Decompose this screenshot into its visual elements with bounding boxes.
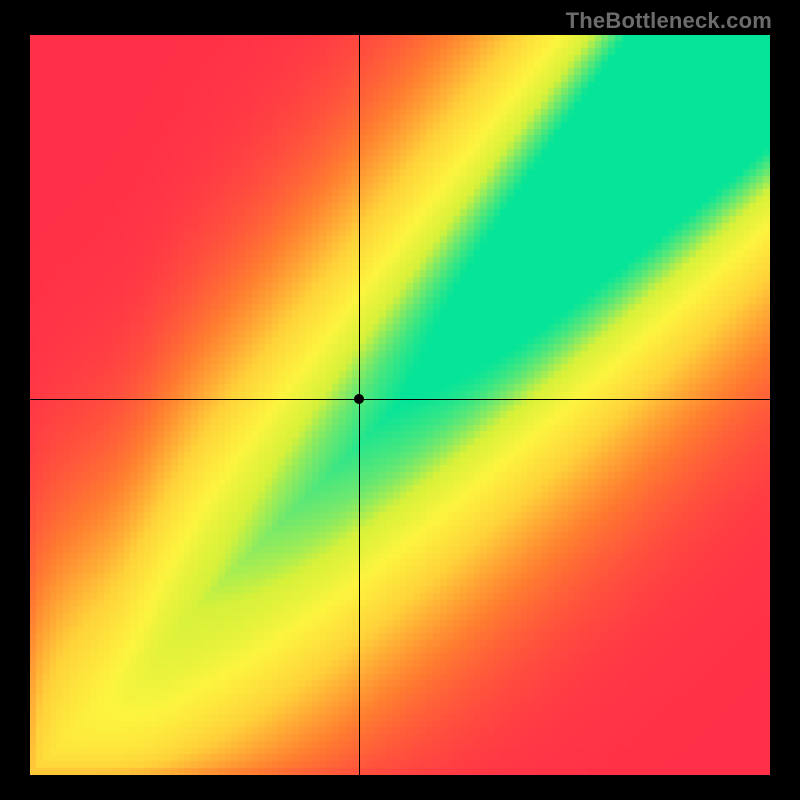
heatmap-canvas	[30, 35, 770, 775]
chart-container: TheBottleneck.com	[0, 0, 800, 800]
crosshair-vertical	[359, 35, 360, 775]
heatmap-plot	[30, 35, 770, 775]
watermark-text: TheBottleneck.com	[566, 8, 772, 34]
crosshair-horizontal	[30, 399, 770, 400]
crosshair-point	[354, 394, 364, 404]
